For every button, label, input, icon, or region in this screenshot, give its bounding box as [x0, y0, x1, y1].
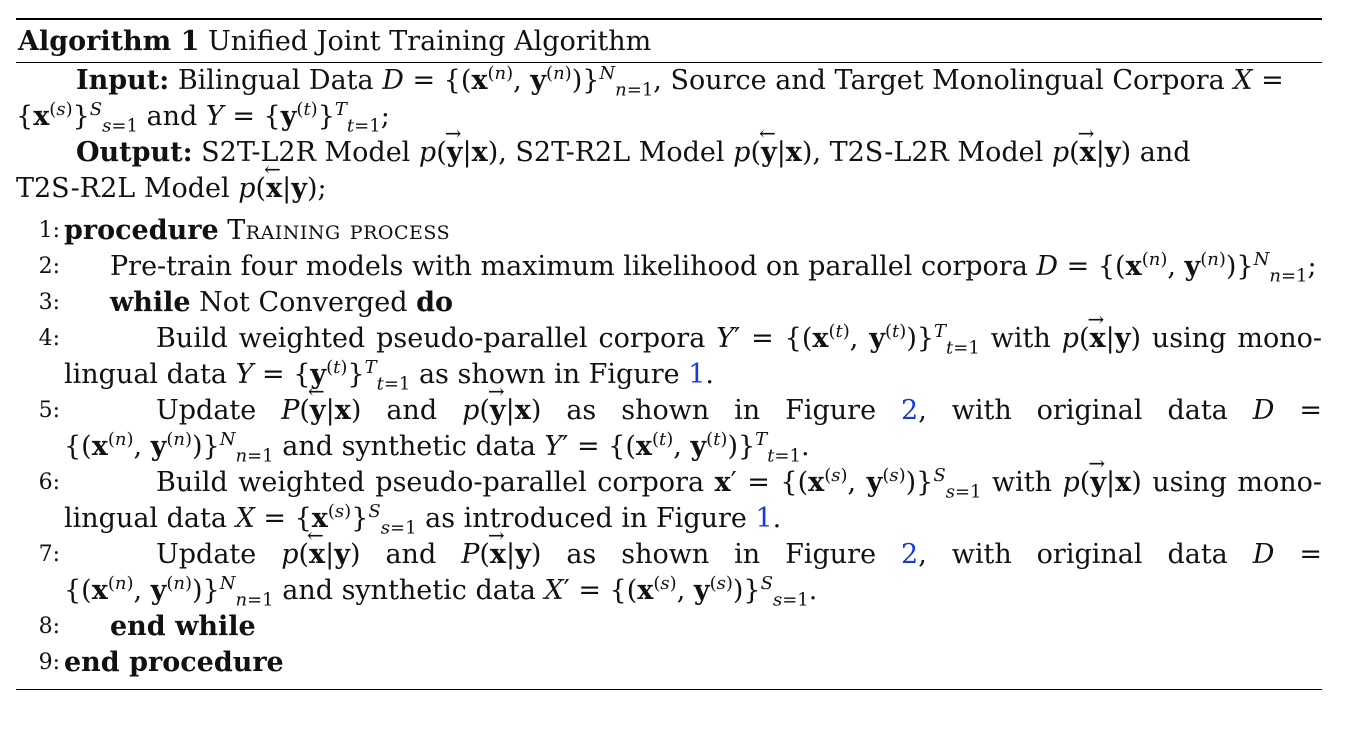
figure-link[interactable]: 2	[901, 539, 919, 570]
algo-line-6: 6: Build weighted pseudo-parallel corpor…	[16, 445, 1322, 537]
output-line: Output: S2T-L2R Model p(y|x), S2T-R2L Mo…	[16, 115, 1322, 171]
output-block: Output: S2T-L2R Model p(y|x), S2T-R2L Mo…	[16, 115, 1322, 207]
input-block: Input: Bilingual Data D = {(x(n), y(n))}…	[16, 63, 1322, 135]
procedure-name: Training process	[227, 215, 451, 246]
algorithm-title: Unified Joint Training Algorithm	[208, 26, 652, 57]
output-label: Output:	[76, 137, 193, 168]
bottom-rule	[16, 689, 1322, 690]
input-label: Input:	[76, 65, 170, 96]
algo-line-5: 5: Update P(y|x) and p(y|x) as shown in …	[16, 373, 1322, 465]
figure-link[interactable]: 1	[755, 503, 773, 534]
algo-line-1: 1: procedure Training process	[38, 215, 451, 246]
figure-link[interactable]: 1	[688, 359, 706, 390]
caption-rule	[16, 62, 1322, 63]
top-rule	[16, 18, 1322, 20]
algorithm-label: Algorithm 1	[18, 26, 200, 57]
algo-line-9: 9: end procedure	[38, 647, 284, 678]
algorithm-box: Algorithm 1 Unified Joint Training Algor…	[16, 18, 1322, 690]
algo-line-7: 7: Update p(x|y) and P(x|y) as shown in …	[16, 517, 1322, 609]
algorithm-caption: Algorithm 1 Unified Joint Training Algor…	[16, 20, 1322, 62]
input-line: Input: Bilingual Data D = {(x(n), y(n))}…	[76, 63, 1284, 101]
input-line-2: {x(s)}Ss=1 and Y = {y(t)}Tt=1;	[16, 99, 390, 137]
algo-line-4: 4: Build weighted pseudo-parallel corpor…	[16, 301, 1322, 393]
figure-link[interactable]: 2	[901, 395, 919, 426]
output-line-2: T2S-R2L Model p(x|y);	[16, 151, 1322, 207]
algo-line-3: 3: while Not Converged do	[38, 287, 453, 318]
algo-line-2: 2: Pre-train four models with maximum li…	[38, 249, 1317, 287]
algo-line-8: 8: end while	[38, 611, 256, 642]
